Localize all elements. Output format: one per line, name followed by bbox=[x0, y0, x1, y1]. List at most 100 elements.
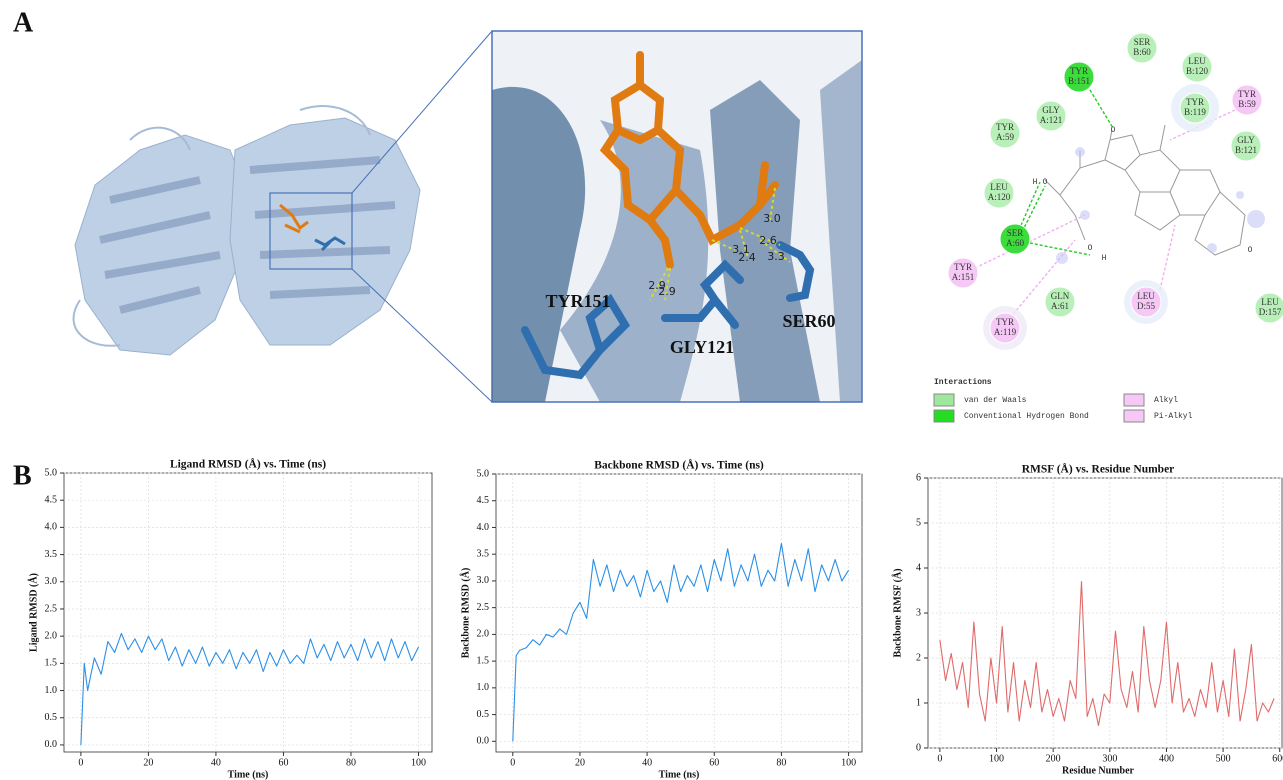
y-tick-label: 0.5 bbox=[477, 709, 490, 720]
residue-name: LEU bbox=[990, 182, 1008, 192]
x-tick-label: 40 bbox=[211, 757, 221, 768]
distance-label: 3.3 bbox=[767, 250, 785, 263]
residue-name: TYR bbox=[996, 122, 1014, 132]
y-tick-label: 2.0 bbox=[477, 629, 490, 640]
residue-name: GLY bbox=[1237, 135, 1255, 145]
ligand-2d bbox=[1045, 125, 1245, 255]
distance-label: 3.0 bbox=[763, 212, 781, 225]
residue-name: SER bbox=[1134, 37, 1151, 47]
y-axis-label: Backbone RMSD (Å) bbox=[459, 568, 471, 659]
residue-name: LEU bbox=[1261, 297, 1279, 307]
residue-site: A:61 bbox=[1051, 301, 1069, 311]
x-axis-label: Time (ns) bbox=[659, 769, 700, 780]
chart-title: RMSF (Å) vs. Residue Number bbox=[1022, 462, 1175, 476]
x-tick-label: 40 bbox=[642, 757, 652, 768]
y-tick-label: 5.0 bbox=[477, 468, 490, 479]
residue-site: A:151 bbox=[952, 272, 975, 282]
distance-label: 2.6 bbox=[759, 234, 777, 247]
residue-site: A:60 bbox=[1006, 238, 1025, 248]
atom-label: H bbox=[1102, 254, 1107, 263]
y-tick-label: 3 bbox=[916, 607, 921, 618]
x-tick-label: 20 bbox=[143, 757, 153, 768]
plot-frame bbox=[64, 473, 432, 752]
residue-site: B:121 bbox=[1235, 145, 1257, 155]
residue-name: TYR bbox=[996, 317, 1014, 327]
protein-overview bbox=[74, 106, 420, 355]
legend-title: Interactions bbox=[934, 378, 992, 387]
x-tick-label: 500 bbox=[1216, 753, 1231, 764]
x-tick-label: 0 bbox=[510, 757, 515, 768]
residue-site: B:120 bbox=[1186, 66, 1209, 76]
y-tick-label: 1.5 bbox=[477, 655, 490, 666]
plot-frame bbox=[496, 474, 862, 752]
x-tick-label: 0 bbox=[78, 757, 83, 768]
x-tick-label: 20 bbox=[575, 757, 585, 768]
atom-label: H bbox=[1033, 178, 1038, 187]
x-tick-label: 80 bbox=[346, 757, 356, 768]
y-tick-label: 4.0 bbox=[477, 522, 490, 533]
residue-site: D:55 bbox=[1137, 301, 1156, 311]
residue-label: GLY121 bbox=[670, 337, 734, 357]
legend-label: Conventional Hydrogen Bond bbox=[964, 412, 1089, 421]
legend-swatch bbox=[934, 410, 954, 422]
legend-swatch bbox=[1124, 394, 1144, 406]
residue-name: LEU bbox=[1137, 291, 1155, 301]
x-tick-label: 60 bbox=[278, 757, 288, 768]
legend-label: Alkyl bbox=[1154, 396, 1178, 405]
residue-name: SER bbox=[1007, 228, 1024, 238]
y-tick-label: 1.0 bbox=[45, 685, 58, 696]
residue-site: D:157 bbox=[1259, 307, 1282, 317]
y-tick-label: 2.5 bbox=[45, 603, 58, 614]
residue-name: LEU bbox=[1188, 56, 1206, 66]
residue-site: A:120 bbox=[988, 192, 1011, 202]
atom-label: O bbox=[1043, 178, 1048, 187]
panel-label: B bbox=[13, 460, 32, 491]
y-tick-label: 2.5 bbox=[477, 602, 490, 613]
y-tick-label: 3.0 bbox=[477, 575, 490, 586]
y-tick-label: 0.0 bbox=[45, 739, 58, 750]
y-axis-label: Ligand RMSD (Å) bbox=[27, 573, 39, 652]
residue-label: TYR151 bbox=[545, 291, 610, 311]
x-tick-label: 100 bbox=[411, 757, 426, 768]
residue-name: GLN bbox=[1051, 291, 1070, 301]
y-tick-label: 0.5 bbox=[45, 712, 58, 723]
zoom-line bbox=[352, 31, 492, 193]
x-tick-label: 300 bbox=[1102, 753, 1117, 764]
y-tick-label: 1.5 bbox=[45, 658, 58, 669]
residue-site: B:151 bbox=[1068, 76, 1090, 86]
panel-label: A bbox=[13, 7, 34, 38]
chart-title: Backbone RMSD (Å) vs. Time (ns) bbox=[594, 458, 764, 472]
y-axis-label: Backbone RMSF (Å) bbox=[891, 568, 903, 657]
y-tick-label: 4.5 bbox=[45, 494, 58, 505]
page: { "panel_labels": ["A", "B"], "structure… bbox=[0, 0, 1283, 780]
y-tick-label: 3.5 bbox=[477, 548, 490, 559]
y-tick-label: 5.0 bbox=[45, 467, 58, 478]
y-tick-label: 4.0 bbox=[45, 522, 58, 533]
legend-swatch bbox=[934, 394, 954, 406]
y-tick-label: 2 bbox=[916, 652, 921, 663]
residue-site: B:60 bbox=[1133, 47, 1151, 57]
x-tick-label: 100 bbox=[841, 757, 856, 768]
residue-label: SER60 bbox=[782, 311, 835, 331]
y-tick-label: 1.0 bbox=[477, 682, 490, 693]
x-tick-label: 400 bbox=[1159, 753, 1174, 764]
y-tick-label: 5 bbox=[916, 517, 921, 528]
x-tick-label: 600 bbox=[1272, 753, 1283, 764]
atom-label: O bbox=[1111, 126, 1116, 135]
x-axis-label: Time (ns) bbox=[228, 769, 269, 780]
figure: ABTYR151GLY121SER602.92.93.12.42.63.03.3… bbox=[0, 0, 1283, 780]
residue-name: TYR bbox=[954, 262, 972, 272]
x-tick-label: 80 bbox=[776, 757, 786, 768]
x-tick-label: 100 bbox=[989, 753, 1004, 764]
y-tick-label: 0.0 bbox=[477, 736, 490, 747]
y-tick-label: 4 bbox=[916, 562, 921, 573]
residue-site: B:59 bbox=[1238, 99, 1256, 109]
residue-name: GLY bbox=[1042, 105, 1060, 115]
y-tick-label: 3.0 bbox=[45, 576, 58, 587]
residue-name: TYR bbox=[1238, 89, 1256, 99]
y-tick-label: 4.5 bbox=[477, 495, 490, 506]
legend-swatch bbox=[1124, 410, 1144, 422]
legend-label: Pi-Alkyl bbox=[1154, 412, 1193, 421]
y-tick-label: 2.0 bbox=[45, 630, 58, 641]
distance-label: 2.9 bbox=[658, 285, 676, 298]
